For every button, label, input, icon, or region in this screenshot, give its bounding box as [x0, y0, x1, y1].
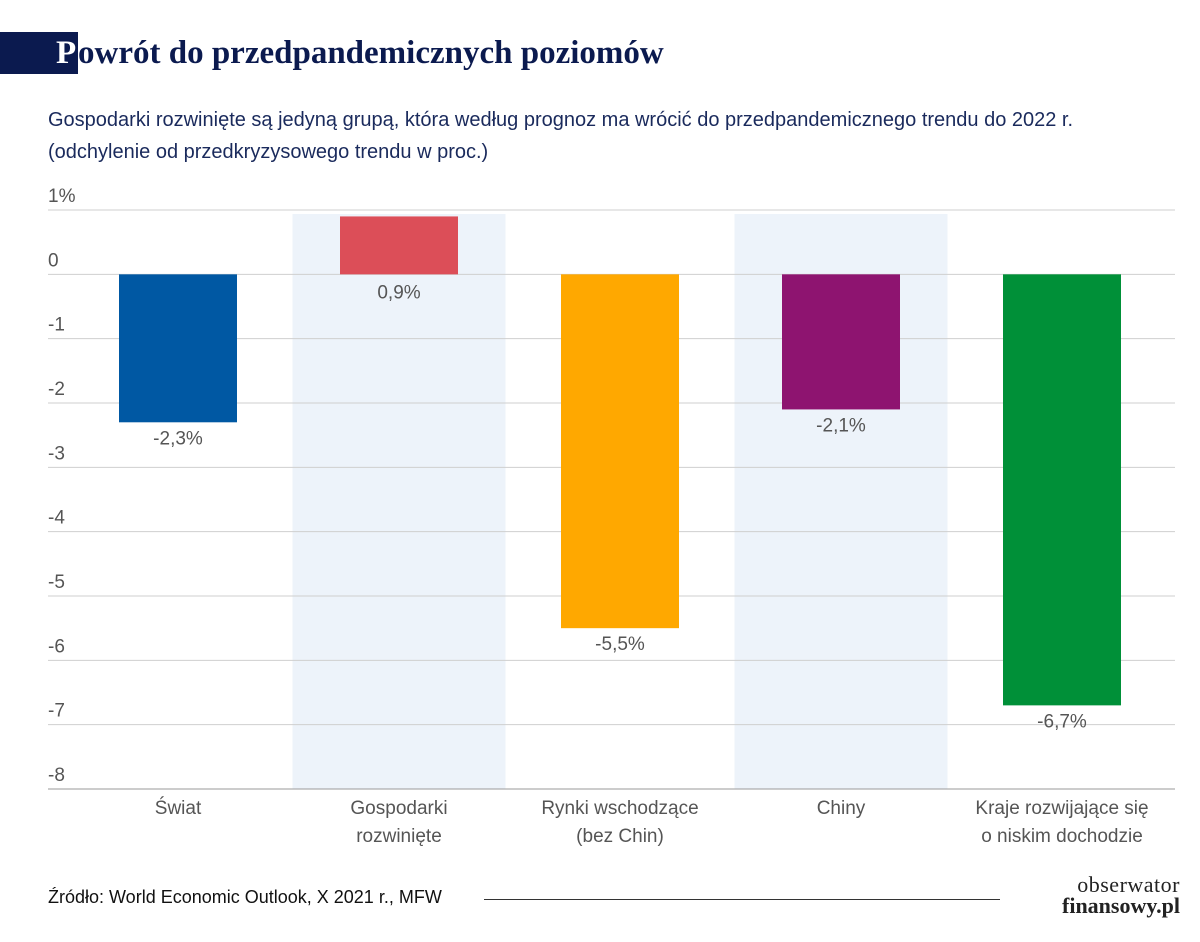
y-tick-label: -3 [48, 443, 65, 464]
data-label: -5,5% [595, 634, 645, 655]
y-tick-label: -1 [48, 315, 65, 336]
bar-chart: 1% 0 -1 -2 -3 -4 -5 -6 -7 -8 -2,3% Świat 0,9% Gospoda… [48, 186, 1175, 847]
source-divider [484, 899, 1000, 900]
subtitle-line-1: Gospodarki rozwinięte są jedyną grupą, k… [48, 109, 1074, 131]
title-initial: P [56, 35, 77, 71]
subtitle-line-2: (odchylenie od przedkryzysowego trendu w… [48, 141, 489, 163]
title-bar: P owrót do przedpandemicznych poziomów [0, 32, 690, 74]
bar [119, 274, 237, 423]
y-tick-label: -2 [48, 379, 65, 400]
x-tick-label: Chiny [817, 798, 866, 819]
data-label: -2,3% [153, 428, 203, 449]
chart-subtitle: Gospodarki rozwinięte są jedyną grupą, k… [48, 104, 1168, 168]
publisher-logo: obserwator finansowy.pl [1010, 872, 1180, 918]
y-tick-label: 0 [48, 250, 59, 271]
y-tick-label: -7 [48, 701, 65, 722]
x-tick-label: Świat [155, 797, 202, 819]
y-tick-label: -6 [48, 636, 65, 657]
title-bar-background [78, 32, 690, 74]
bar [340, 216, 458, 275]
x-tick-label: Kraje rozwijające się [975, 798, 1148, 819]
x-tick-label: rozwinięte [356, 826, 442, 847]
x-tick-label: Rynki wschodzące [541, 798, 698, 819]
logo-line-2: finansowy.pl [1062, 893, 1180, 918]
x-tick-label: o niskim dochodzie [981, 826, 1143, 847]
category-band [292, 214, 506, 789]
data-label: -6,7% [1037, 711, 1087, 732]
data-label: -2,1% [816, 415, 866, 436]
logo-line-1: obserwator [1077, 872, 1180, 897]
y-tick-label: -8 [48, 765, 65, 786]
bar [1003, 274, 1121, 706]
bar [782, 274, 900, 410]
x-tick-label: Gospodarki [350, 798, 447, 819]
x-tick-label: (bez Chin) [576, 826, 664, 847]
chart-title: owrót do przedpandemicznych poziomów [78, 35, 664, 71]
y-tick-label: 1% [48, 186, 76, 207]
y-tick-label: -4 [48, 508, 65, 529]
bar [561, 274, 679, 629]
source-note: Źródło: World Economic Outlook, X 2021 r… [48, 887, 442, 907]
y-tick-label: -5 [48, 572, 65, 593]
data-label: 0,9% [377, 282, 420, 303]
